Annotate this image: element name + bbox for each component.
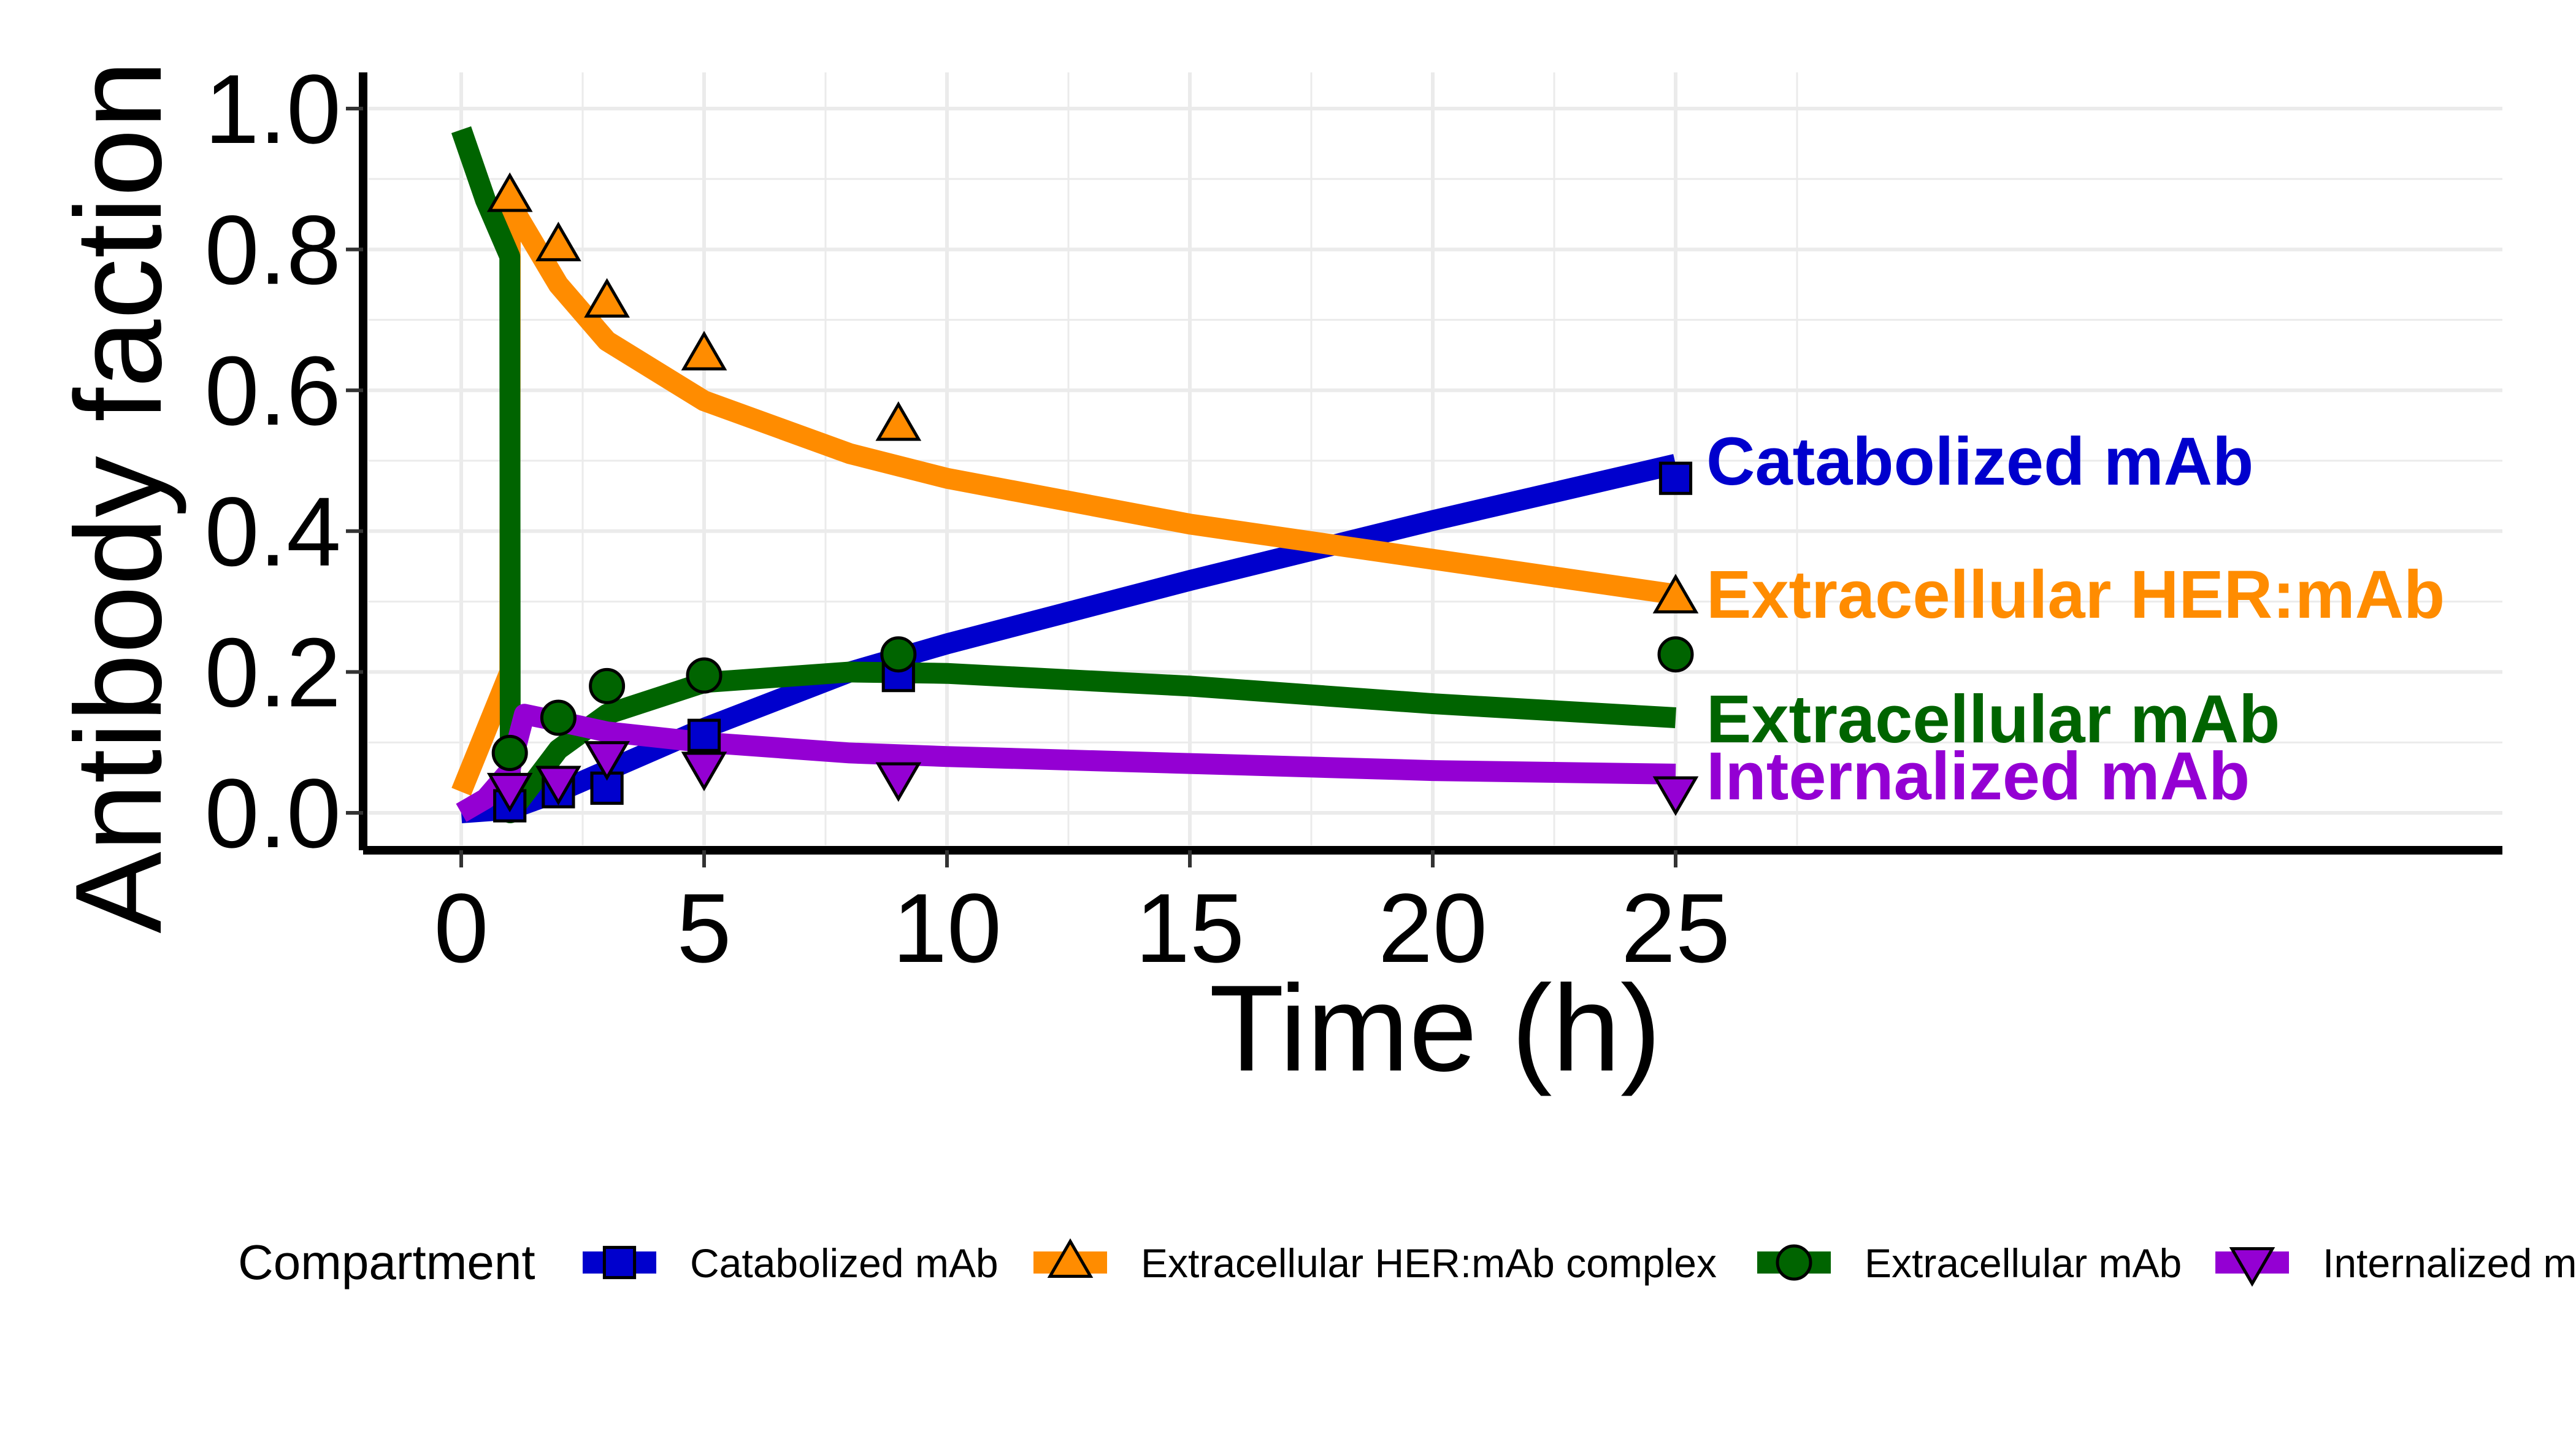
- series-end-labels: Catabolized mAb Extracellular HER:mAb Extr…: [1706, 424, 2445, 814]
- legend-label: Extracellular HER:mAb complex: [1141, 1240, 1717, 1286]
- marker-square: [1658, 461, 1693, 495]
- legend: Compartment Catabolized mAb Extracellular…: [238, 1235, 2576, 1289]
- y-tick-label: 0.4: [205, 477, 341, 586]
- y-tick-label: 0.0: [205, 758, 341, 868]
- y-tick-label: 1.0: [205, 54, 341, 164]
- x-tick-label: 10: [892, 873, 1002, 983]
- marker-triangle-up: [875, 401, 922, 441]
- y-axis-title: Antibody faction: [50, 60, 187, 933]
- y-tick-label: 0.2: [205, 617, 341, 727]
- fit-line: [451, 126, 1676, 823]
- y-ticks: 0.0 0.2 0.4 0.6 0.8 1.0: [205, 54, 363, 868]
- marker-triangle-down: [486, 772, 533, 813]
- marker-circle: [880, 636, 917, 673]
- legend-item: Extracellular mAb: [1757, 1240, 2182, 1286]
- marker-triangle-up: [535, 221, 581, 261]
- end-label: Internalized mAb: [1706, 739, 2250, 814]
- x-tick-label: 25: [1621, 873, 1730, 983]
- marker-square: [687, 718, 721, 752]
- marker-triangle-down: [535, 766, 581, 805]
- marker-triangle-down: [1652, 776, 1699, 817]
- legend-item: Catabolized mAb: [583, 1240, 999, 1286]
- x-tick-label: 20: [1378, 873, 1487, 983]
- y-tick-label: 0.8: [205, 195, 341, 305]
- marker-triangle-up: [1652, 574, 1699, 613]
- marker-triangle-up: [681, 331, 727, 371]
- x-ticks: 0 5 10 15 20 25: [434, 850, 1730, 983]
- data-points: [486, 172, 1699, 823]
- x-tick-label: 15: [1135, 873, 1244, 983]
- legend-item: Extracellular HER:mAb complex: [1033, 1238, 1717, 1286]
- marker-circle: [1657, 636, 1694, 673]
- marker-square: [602, 1245, 637, 1280]
- x-axis-title: Time (h): [1209, 960, 1661, 1097]
- marker-triangle-up: [1047, 1238, 1094, 1278]
- end-label: Extracellular mAb: [1706, 682, 2280, 757]
- marker-circle: [1776, 1244, 1812, 1281]
- plot-grid: [368, 72, 2502, 845]
- x-tick-label: 0: [434, 873, 489, 983]
- marker-triangle-down: [681, 751, 727, 791]
- y-tick-label: 0.6: [205, 336, 341, 445]
- marker-triangle-down: [2229, 1247, 2275, 1287]
- end-label: Extracellular HER:mAb: [1706, 557, 2445, 632]
- marker-circle: [589, 667, 626, 704]
- marker-circle: [686, 657, 723, 694]
- legend-title: Compartment: [238, 1235, 535, 1289]
- legend-label: Extracellular mAb: [1865, 1240, 2182, 1286]
- legend-label: Internalized mAb: [2323, 1240, 2576, 1286]
- marker-circle: [540, 699, 577, 736]
- marker-circle: [491, 734, 528, 771]
- x-tick-label: 5: [677, 873, 732, 983]
- marker-triangle-down: [584, 741, 630, 781]
- legend-item: Internalized mAb: [2215, 1240, 2576, 1287]
- marker-triangle-up: [584, 278, 630, 318]
- end-label: Catabolized mAb: [1706, 424, 2253, 499]
- marker-triangle-down: [875, 762, 922, 802]
- marker-triangle-up: [486, 172, 533, 212]
- legend-label: Catabolized mAb: [690, 1240, 999, 1286]
